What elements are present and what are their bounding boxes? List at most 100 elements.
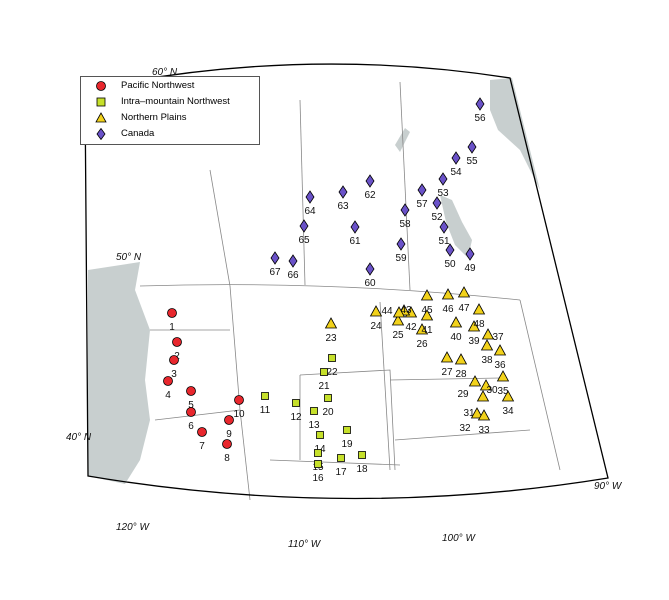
pacific-site-marker [186, 407, 196, 417]
plains-site-marker [369, 305, 383, 317]
site-label: 59 [395, 253, 407, 264]
legend-label: Northern Plains [121, 112, 187, 123]
site-label: 3 [171, 369, 177, 380]
site-label: 12 [290, 412, 302, 423]
plains-site-marker [470, 407, 484, 419]
pacific-site-marker [172, 337, 182, 347]
intra-site-marker [310, 407, 318, 415]
triangle-marker-icon [95, 111, 107, 122]
legend-label: Intra–mountain Northwest [121, 96, 230, 107]
site-label: 55 [466, 156, 478, 167]
site-label: 47 [458, 303, 470, 314]
intra-site-marker [358, 451, 366, 459]
site-label: 63 [337, 201, 349, 212]
site-label: 54 [450, 167, 462, 178]
canada-site-marker [350, 220, 360, 234]
lat50-label: 50° N [116, 252, 142, 263]
pacific-site-marker [163, 376, 173, 386]
site-label: 52 [431, 212, 443, 223]
site-label: 16 [312, 473, 324, 484]
site-label: 17 [335, 467, 347, 478]
site-label: 19 [341, 439, 353, 450]
intra-site-marker [320, 368, 328, 376]
intra-site-marker [316, 431, 324, 439]
plains-site-marker [392, 306, 406, 318]
plains-site-marker [420, 289, 434, 301]
canada-site-marker [400, 203, 410, 217]
plains-site-marker [324, 317, 338, 329]
lon120-label: 120° W [116, 522, 150, 533]
site-label: 4 [165, 390, 171, 401]
plains-site-marker [501, 390, 515, 402]
legend-item-intra: Intra–mountain Northwest [81, 94, 259, 109]
plains-site-marker [457, 286, 471, 298]
site-label: 10 [233, 409, 245, 420]
site-label: 51 [438, 236, 450, 247]
site-label: 26 [416, 339, 428, 350]
site-label: 20 [322, 407, 334, 418]
plains-site-marker [441, 288, 455, 300]
canada-site-marker [438, 172, 448, 186]
canada-site-marker [338, 185, 348, 199]
site-label: 22 [326, 367, 338, 378]
boundaries [139, 81, 561, 501]
canada-site-marker [365, 262, 375, 276]
canada-site-marker [451, 151, 461, 165]
intra-site-marker [292, 399, 300, 407]
plains-site-marker [415, 323, 429, 335]
legend: Pacific Northwest Intra–mountain Northwe… [80, 76, 260, 145]
site-label: 6 [188, 421, 194, 432]
canada-site-marker [299, 219, 309, 233]
plains-site-marker [493, 344, 507, 356]
site-label: 57 [416, 199, 428, 210]
plains-site-marker [467, 320, 481, 332]
site-label: 29 [457, 389, 469, 400]
plains-site-marker [449, 316, 463, 328]
site-label: 46 [442, 304, 454, 315]
legend-item-pacific: Pacific Northwest [81, 78, 259, 93]
site-label: 67 [269, 267, 281, 278]
lon90-label: 90° W [594, 481, 623, 492]
site-label: 30 [486, 385, 498, 396]
canada-site-marker [365, 174, 375, 188]
intra-site-marker [328, 354, 336, 362]
site-label: 32 [459, 423, 471, 434]
circle-marker-icon [96, 80, 106, 91]
canada-site-marker [305, 190, 315, 204]
intra-site-marker [337, 454, 345, 462]
site-label: 62 [364, 190, 376, 201]
site-label: 64 [304, 206, 316, 217]
canada-site-marker [432, 196, 442, 210]
site-label: 23 [325, 333, 337, 344]
pacific-site-marker [234, 395, 244, 405]
plains-site-marker [476, 390, 490, 402]
intra-site-marker [343, 426, 351, 434]
site-label: 53 [437, 188, 449, 199]
site-label: 42 [405, 322, 417, 333]
plains-site-marker [480, 339, 494, 351]
site-label: 45 [421, 305, 433, 316]
hudson-bay [490, 78, 540, 190]
site-label: 33 [478, 425, 490, 436]
lake-winnipeg [440, 195, 472, 258]
plains-site-marker [472, 303, 486, 315]
canada-site-marker [465, 247, 475, 261]
site-label: 18 [356, 464, 368, 475]
site-label: 44 [381, 306, 393, 317]
site-label: 9 [226, 429, 232, 440]
canada-site-marker [475, 97, 485, 111]
site-label: 21 [318, 381, 330, 392]
site-label: 66 [287, 270, 299, 281]
plains-site-marker [440, 351, 454, 363]
canada-site-marker [288, 254, 298, 268]
site-label: 28 [455, 369, 467, 380]
site-label: 37 [492, 332, 504, 343]
site-label: 11 [260, 405, 271, 416]
canada-site-marker [439, 220, 449, 234]
pacific-site-marker [169, 355, 179, 365]
site-label: 41 [421, 325, 433, 336]
intra-site-marker [324, 394, 332, 402]
site-label: 39 [468, 336, 480, 347]
